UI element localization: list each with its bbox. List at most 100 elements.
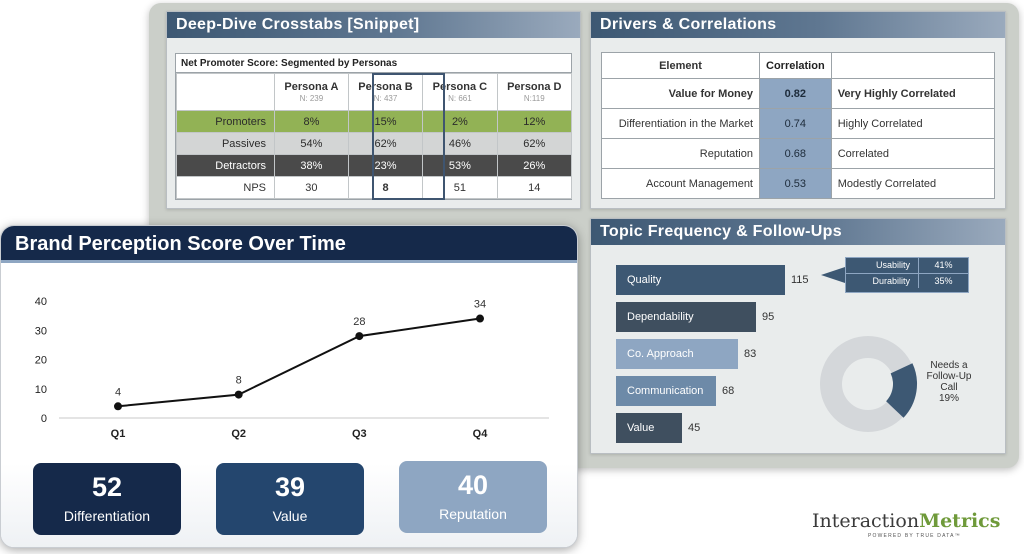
desc-cell: Modestly Correlated <box>830 168 996 199</box>
row-label: NPS <box>176 176 275 199</box>
desc-cell: Correlated <box>830 138 996 169</box>
table-cell: 53% <box>422 154 498 177</box>
persona-header: Persona B N: 437 <box>347 73 424 111</box>
table-cell: 46% <box>422 132 498 155</box>
callout-label: Durability <box>872 276 910 286</box>
table-row: Promoters 8% 15% 2% 12% <box>176 110 573 133</box>
callout-label: Usability <box>875 260 910 270</box>
y-tick-label: 40 <box>35 296 47 308</box>
correlation-cell: 0.74 <box>759 108 832 139</box>
kpi-differentiation: 52 Differentiation <box>33 463 181 535</box>
kpi-value: 40 <box>457 470 489 500</box>
table-row: Value for Money 0.82 Very Highly Correla… <box>601 78 996 109</box>
callout-value: 35% <box>918 274 968 288</box>
followup-donut <box>819 335 917 433</box>
y-tick-label: 20 <box>35 355 47 367</box>
table-cell: 14 <box>496 176 573 199</box>
persona-header: Persona C N: 661 <box>422 73 498 111</box>
table-row: NPS 30 8 51 14 <box>176 176 573 199</box>
topic-bar: Value <box>616 413 682 443</box>
table-cell: 2% <box>422 110 498 133</box>
callout-row: Durability 35% <box>846 273 968 288</box>
element-cell: Account Management <box>601 168 760 199</box>
x-tick-label: Q3 <box>352 428 367 440</box>
callout-pointer <box>821 267 845 283</box>
table-cell: 26% <box>496 154 573 177</box>
kpi-value: 39 <box>274 472 306 502</box>
kpi-label: Value <box>272 508 308 524</box>
desc-cell: Very Highly Correlated <box>830 78 996 109</box>
topics-title: Topic Frequency & Follow-Ups <box>591 219 1005 245</box>
table-cell: 8 <box>347 176 424 199</box>
kpi-value: 52 <box>91 472 123 502</box>
correlation-cell: 0.82 <box>759 78 832 109</box>
data-point <box>114 402 122 411</box>
table-cell: 8% <box>274 110 349 133</box>
topic-bar: Communication <box>616 376 716 406</box>
table-corner <box>176 73 275 111</box>
table-cell: 62% <box>347 132 424 155</box>
element-cell: Value for Money <box>601 78 760 109</box>
topic-bar: Co. Approach <box>616 339 738 369</box>
persona-header: Persona A N: 239 <box>274 73 349 111</box>
brand-body: 0 10 20 30 40 Q1 Q2 Q3 Q4 4 8 28 34 52 Differentiati… <box>1 263 577 547</box>
data-point <box>234 390 243 399</box>
series-line <box>117 317 481 408</box>
table-cell: 23% <box>347 154 424 177</box>
table-cell: 15% <box>347 110 424 133</box>
brand-perception-card: Brand Perception Score Over Time 0 10 20 30… <box>0 225 578 548</box>
element-cell: Differentiation in the Market <box>601 108 760 139</box>
data-label: 8 <box>236 375 242 387</box>
nps-table-title: Net Promoter Score: Segmented by Persona… <box>176 54 571 73</box>
topic-bar-value: 45 <box>688 422 701 434</box>
drivers-title: Drivers & Correlations <box>591 12 1005 38</box>
data-label: 28 <box>353 316 365 328</box>
nps-table: Persona A N: 239 Persona B N: 437 Persona … <box>176 73 573 199</box>
desc-header <box>830 52 996 79</box>
kpi-label: Reputation <box>439 506 507 522</box>
row-label: Promoters <box>176 110 275 133</box>
y-tick-label: 30 <box>35 325 47 337</box>
correlation-cell: 0.68 <box>759 138 832 169</box>
table-row: Reputation 0.68 Correlated <box>601 138 996 169</box>
table-cell: 38% <box>274 154 349 177</box>
row-label: Passives <box>176 132 275 155</box>
table-row: Account Management 0.53 Modestly Correla… <box>601 168 996 199</box>
kpi-label: Differentiation <box>63 508 151 524</box>
correlation-header: Correlation <box>759 52 832 79</box>
nps-table-frame: Net Promoter Score: Segmented by Persona… <box>175 53 573 200</box>
topic-bar-value: 83 <box>744 348 757 360</box>
row-label: Detractors <box>176 154 275 177</box>
donut-label: Needs a Follow-Up Call 19% <box>926 360 972 404</box>
crosstabs-card: Deep-Dive Crosstabs [Snippet] Net Promot… <box>166 11 581 209</box>
table-row: Passives 54% 62% 46% 62% <box>176 132 573 155</box>
brand-line-chart: 0 10 20 30 40 Q1 Q2 Q3 Q4 4 8 28 34 <box>35 296 549 440</box>
table-row: Detractors 38% 23% 53% 26% <box>176 154 573 177</box>
table-cell: 54% <box>274 132 349 155</box>
table-cell: 62% <box>496 132 573 155</box>
brand-title: Brand Perception Score Over Time <box>1 226 577 263</box>
data-point <box>355 332 364 341</box>
table-row: Differentiation in the Market 0.74 Highl… <box>601 108 996 139</box>
topic-bar-value: 115 <box>791 274 809 286</box>
topic-bar-value: 95 <box>762 311 775 323</box>
element-header: Element <box>601 52 760 79</box>
table-cell: 51 <box>422 176 498 199</box>
quality-callout: Usability 41% Durability 35% <box>845 257 969 293</box>
data-label: 4 <box>115 386 121 398</box>
table-cell: 12% <box>496 110 573 133</box>
topic-bar: Dependability <box>616 302 756 332</box>
persona-header: Persona D N:119 <box>496 73 573 111</box>
topic-bar: Quality <box>616 265 785 295</box>
data-label: 34 <box>474 299 486 311</box>
x-tick-label: Q4 <box>473 428 489 440</box>
table-cell: 30 <box>274 176 349 199</box>
callout-value: 41% <box>918 258 968 273</box>
data-point <box>476 314 484 323</box>
x-tick-label: Q2 <box>231 428 246 440</box>
correlation-cell: 0.53 <box>759 168 832 199</box>
y-tick-label: 0 <box>41 413 47 425</box>
topic-bar-value: 68 <box>722 385 735 397</box>
kpi-reputation: 40 Reputation <box>399 461 547 533</box>
drivers-table: Element Correlation Value for Money 0.82… <box>601 52 996 199</box>
